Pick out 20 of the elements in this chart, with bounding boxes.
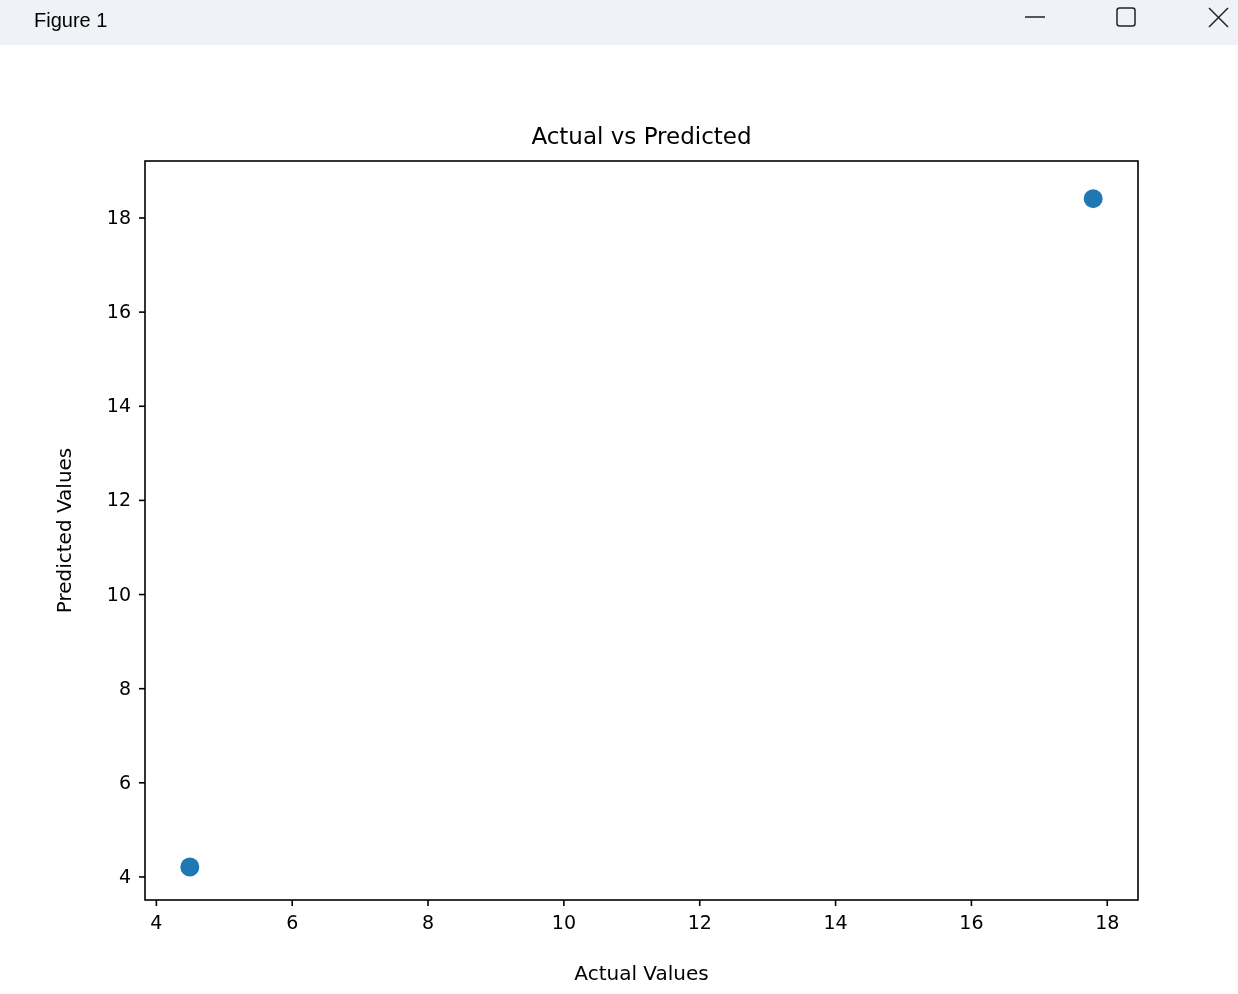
caption: Figure 1 [34,9,108,31]
x-tick-label: 4 [150,911,163,934]
x-tick-label: 14 [823,911,848,934]
x-axis-title: Actual Values [574,961,709,985]
y-tick-label: 18 [106,206,131,229]
y-tick-label: 12 [106,488,131,511]
y-tick-label: 4 [118,865,131,888]
x-tick-label: 10 [551,911,576,934]
chart-title: Actual vs Predicted [531,123,752,149]
y-tick-label: 14 [106,394,131,417]
y-tick-label: 10 [106,582,131,605]
y-axis-title: Predicted Values [52,447,76,614]
y-tick-label: 16 [106,300,131,323]
x-tick-label: 6 [286,911,299,934]
x-tick-label: 16 [959,911,984,934]
y-tick-label: 8 [118,676,131,699]
y-tick-label: 6 [118,770,131,793]
x-tick-label: 12 [687,911,712,934]
x-tick-label: 8 [422,911,435,934]
x-tick-label: 18 [1095,911,1120,934]
